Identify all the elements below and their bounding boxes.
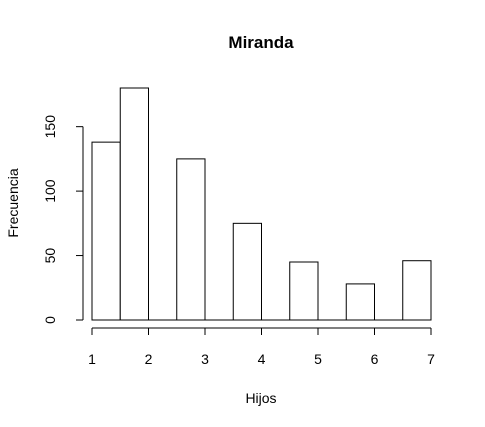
- x-axis: 1 2 3 4 5 6 7: [88, 327, 435, 367]
- bars-group: [91, 87, 432, 321]
- y-axis: 0 50 100 150: [42, 115, 84, 324]
- y-tick-label: 150: [42, 115, 58, 139]
- histogram-bar: [176, 158, 206, 321]
- histogram-bar: [91, 141, 121, 321]
- y-tick-label: 50: [42, 248, 58, 264]
- y-tick-label: 100: [42, 179, 58, 203]
- x-tick-label: 1: [88, 351, 96, 367]
- x-axis-label: Hijos: [245, 390, 276, 406]
- x-tick-label: 7: [427, 351, 435, 367]
- x-tick-label: 5: [314, 351, 322, 367]
- x-tick-label: 3: [201, 351, 209, 367]
- x-tick-label: 6: [371, 351, 379, 367]
- x-tick-label: 4: [258, 351, 266, 367]
- y-tick-label: 0: [42, 316, 58, 324]
- x-tick-label: 2: [145, 351, 153, 367]
- histogram-bar: [119, 87, 149, 321]
- histogram-bar: [232, 222, 262, 321]
- histogram-bar: [289, 261, 319, 321]
- histogram-bar: [402, 260, 432, 321]
- chart-title: Miranda: [228, 33, 294, 52]
- y-axis-label: Frecuencia: [5, 168, 21, 237]
- histogram-bar: [345, 283, 375, 321]
